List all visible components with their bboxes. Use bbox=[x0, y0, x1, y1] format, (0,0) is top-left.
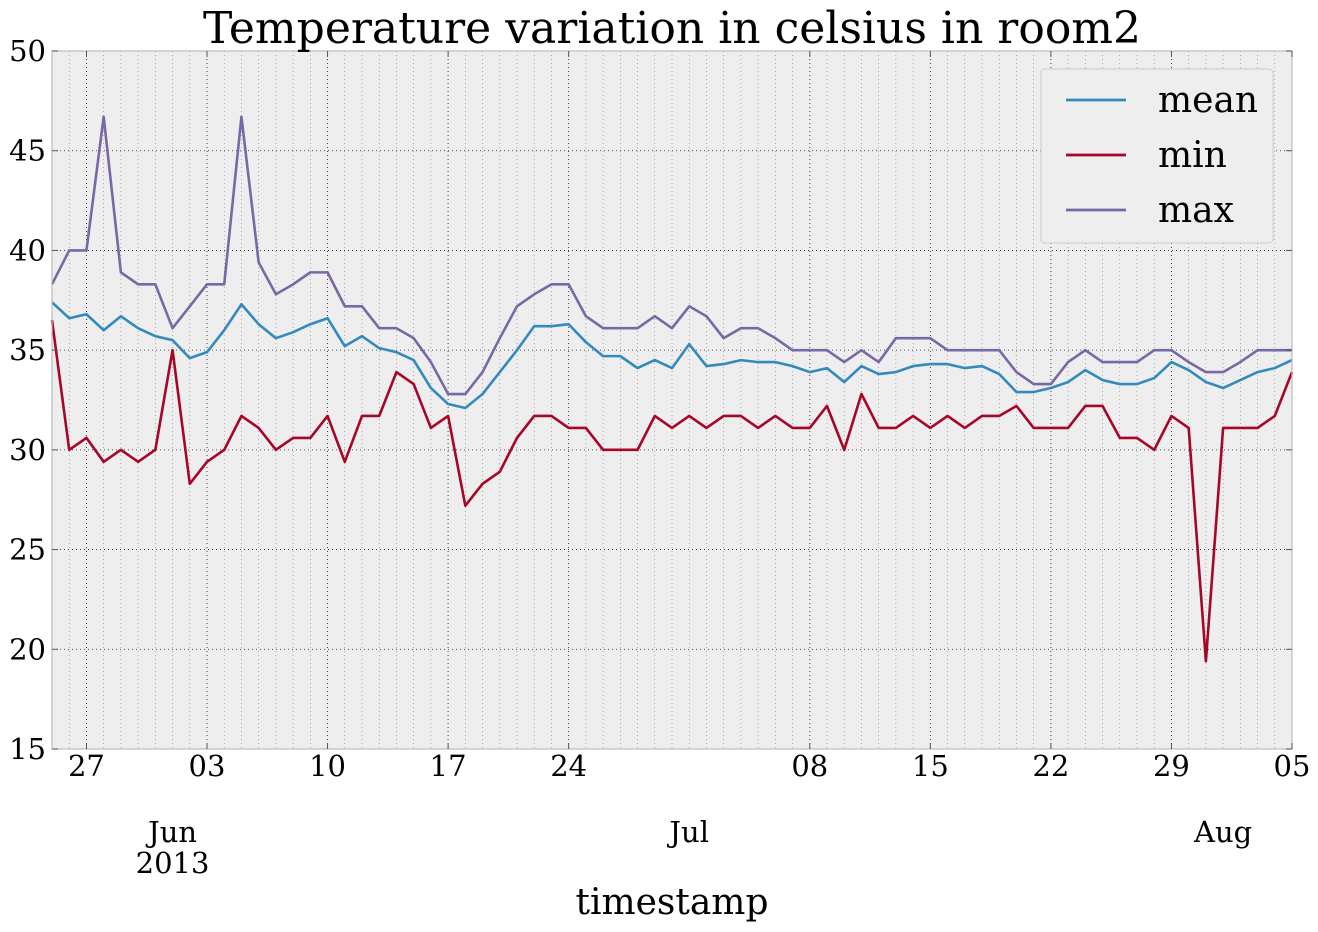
x-tick-label: 29 bbox=[1153, 749, 1190, 783]
x-tick-label: 05 bbox=[1274, 749, 1311, 783]
x-year-label: 2013 bbox=[136, 846, 210, 880]
y-tick-label: 30 bbox=[9, 433, 46, 467]
grid-lines bbox=[52, 51, 1293, 749]
y-tick-label: 50 bbox=[9, 34, 46, 68]
x-axis-label: timestamp bbox=[575, 882, 768, 923]
legend-label-mean: mean bbox=[1158, 80, 1258, 121]
y-tick-label: 35 bbox=[9, 333, 46, 367]
legend-box bbox=[1040, 68, 1274, 244]
x-month-label: Jul bbox=[666, 815, 709, 849]
x-axis-ticks: 27 03 10 17 24 08 15 22 29 05 bbox=[68, 51, 1310, 783]
x-tick-label: 08 bbox=[791, 749, 828, 783]
plot-frame bbox=[51, 50, 1293, 750]
x-tick-label: 22 bbox=[1032, 749, 1069, 783]
series-line-min bbox=[50, 320, 1294, 663]
legend-label-max: max bbox=[1158, 190, 1234, 231]
x-month-label: Aug bbox=[1193, 815, 1252, 849]
y-tick-label: 25 bbox=[9, 533, 46, 567]
x-tick-label: 03 bbox=[189, 749, 226, 783]
y-tick-label: 45 bbox=[9, 134, 46, 168]
legend-label-min: min bbox=[1158, 135, 1227, 176]
series-line-mean bbox=[51, 301, 1293, 410]
y-tick-label: 15 bbox=[9, 732, 46, 766]
legend: mean min max bbox=[1040, 68, 1274, 244]
series-lines bbox=[50, 115, 1294, 663]
x-tick-label: 24 bbox=[550, 749, 587, 783]
y-axis-ticks: 15 20 25 30 35 40 45 50 bbox=[9, 34, 1292, 766]
x-month-label: Jun bbox=[145, 815, 197, 849]
series-line-max bbox=[50, 115, 1292, 396]
x-tick-label: 15 bbox=[912, 749, 949, 783]
y-tick-label: 20 bbox=[9, 632, 46, 666]
y-tick-label: 40 bbox=[9, 233, 46, 267]
chart-title: Temperature variation in celsius in room… bbox=[203, 3, 1141, 54]
x-tick-label: 27 bbox=[68, 749, 105, 783]
x-tick-label: 10 bbox=[309, 749, 346, 783]
x-tick-label: 17 bbox=[430, 749, 467, 783]
